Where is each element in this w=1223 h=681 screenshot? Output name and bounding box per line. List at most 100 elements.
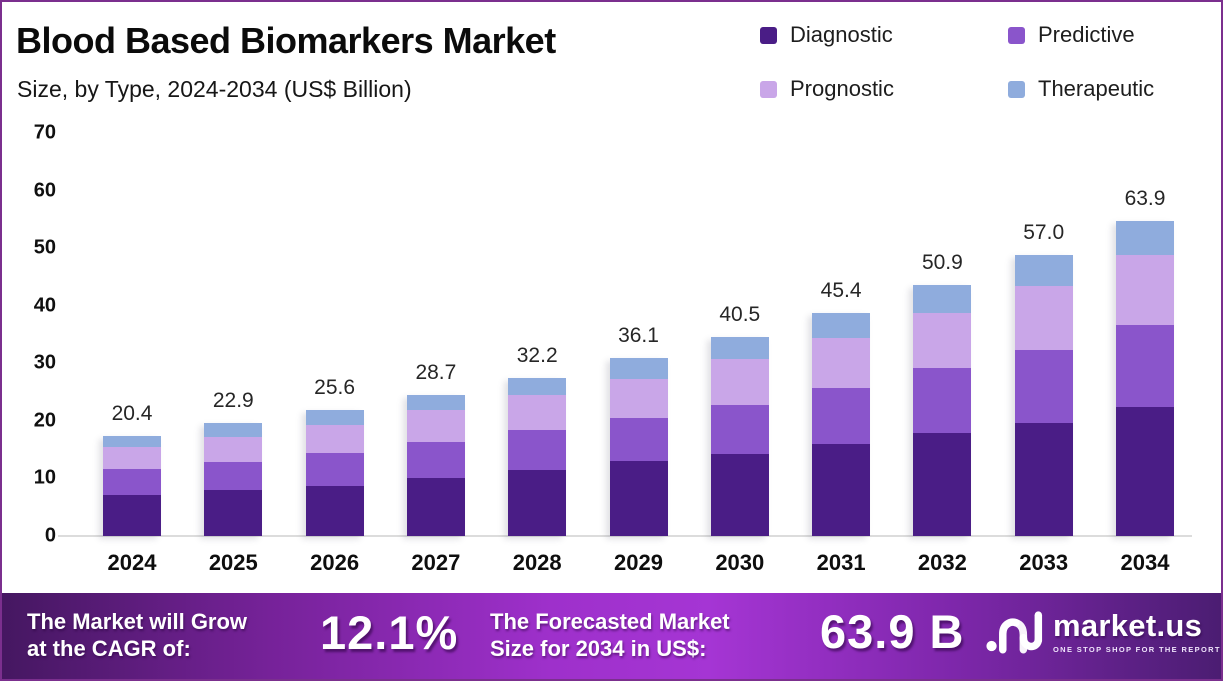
bar-total-label-2032: 50.9 bbox=[921, 251, 963, 275]
legend-item-predictive: Predictive bbox=[1008, 22, 1154, 48]
bar-2024 bbox=[103, 435, 161, 536]
bar-2033 bbox=[1014, 255, 1073, 536]
cagr-label: The Market will Grow at the CAGR of: bbox=[27, 608, 247, 663]
x-axis-label-2026: 2026 bbox=[310, 550, 360, 575]
y-axis-tick: 20 bbox=[33, 409, 56, 432]
segment-predictive-2027 bbox=[406, 441, 465, 479]
bar-2030 bbox=[710, 336, 769, 536]
segment-prognostic-2026 bbox=[305, 424, 364, 453]
segment-predictive-2030 bbox=[710, 404, 769, 454]
legend-item-therapeutic: Therapeutic bbox=[1008, 76, 1154, 102]
segment-predictive-2033 bbox=[1014, 350, 1073, 423]
legend-item-diagnostic: Diagnostic bbox=[760, 22, 1008, 48]
segment-predictive-2024 bbox=[103, 469, 161, 496]
brand-text: market.us ONE STOP SHOP FOR THE REPORTS bbox=[1053, 608, 1223, 654]
forecast-value: 63.9 B bbox=[820, 605, 965, 658]
segment-diagnostic-2029 bbox=[609, 460, 668, 536]
bar-2028 bbox=[508, 377, 567, 536]
segment-diagnostic-2025 bbox=[204, 489, 263, 536]
segment-prognostic-2024 bbox=[103, 447, 161, 470]
bar-total-label-2028: 32.2 bbox=[516, 343, 558, 367]
forecast-label: The Forecasted Market Size for 2034 in U… bbox=[490, 608, 730, 663]
bar-total-label-2029: 36.1 bbox=[618, 324, 659, 348]
y-axis-tick: 30 bbox=[33, 351, 56, 374]
bar-total-label-2026: 25.6 bbox=[314, 375, 356, 399]
legend-swatch-diagnostic bbox=[760, 26, 777, 44]
brand-tagline: ONE STOP SHOP FOR THE REPORTS bbox=[1053, 645, 1223, 654]
x-axis-label-2024: 2024 bbox=[107, 550, 157, 575]
segment-therapeutic-2034 bbox=[1116, 221, 1174, 256]
bar-2027 bbox=[406, 394, 465, 536]
y-axis-tick: 60 bbox=[33, 179, 56, 202]
segment-predictive-2025 bbox=[204, 461, 263, 490]
segment-diagnostic-2031 bbox=[812, 443, 871, 536]
segment-prognostic-2029 bbox=[609, 378, 668, 419]
page-subtitle: Size, by Type, 2024-2034 (US$ Billion) bbox=[17, 76, 412, 102]
segment-prognostic-2031 bbox=[812, 337, 871, 388]
legend-label-therapeutic: Therapeutic bbox=[1038, 76, 1155, 101]
segment-predictive-2031 bbox=[812, 387, 871, 444]
segment-therapeutic-2029 bbox=[609, 358, 668, 379]
segment-predictive-2032 bbox=[913, 368, 972, 434]
segment-predictive-2029 bbox=[609, 418, 668, 461]
segment-therapeutic-2030 bbox=[710, 336, 769, 359]
cagr-value: 12.1% bbox=[320, 606, 459, 659]
bar-total-label-2024: 20.4 bbox=[111, 401, 153, 425]
brand-name: market.us bbox=[1053, 608, 1203, 643]
bar-2032 bbox=[913, 285, 972, 536]
bar-total-label-2030: 40.5 bbox=[719, 302, 761, 326]
segment-therapeutic-2033 bbox=[1014, 255, 1073, 287]
x-axis-line bbox=[58, 535, 1192, 537]
footer-banner: The Market will Grow at the CAGR of: 12.… bbox=[2, 593, 1221, 679]
x-axis-label-2029: 2029 bbox=[614, 550, 663, 575]
segment-diagnostic-2034 bbox=[1116, 406, 1174, 536]
y-axis-tick: 70 bbox=[33, 121, 56, 144]
cagr-label-line1: The Market will Grow bbox=[27, 609, 248, 634]
bar-total-label-2033: 57.0 bbox=[1023, 221, 1065, 245]
forecast-label-line2: Size for 2034 in US$: bbox=[490, 636, 707, 662]
segment-prognostic-2027 bbox=[406, 410, 465, 442]
bar-2029 bbox=[609, 358, 668, 536]
bar-total-label-2031: 45.4 bbox=[820, 278, 862, 302]
y-axis-tick: 10 bbox=[33, 466, 56, 489]
page-title: Blood Based Biomarkers Market bbox=[16, 20, 556, 61]
brand-logo: market.us ONE STOP SHOP FOR THE REPORTS bbox=[985, 608, 1223, 655]
x-axis-label-2032: 2032 bbox=[917, 550, 967, 575]
x-axis-label-2031: 2031 bbox=[816, 550, 866, 575]
bar-total-label-2027: 28.7 bbox=[415, 360, 457, 384]
segment-diagnostic-2024 bbox=[103, 495, 161, 536]
bar-total-label-2034: 63.9 bbox=[1124, 187, 1166, 211]
segment-therapeutic-2025 bbox=[204, 423, 263, 437]
segment-therapeutic-2024 bbox=[103, 435, 161, 448]
x-axis-label-2028: 2028 bbox=[512, 550, 562, 575]
segment-prognostic-2032 bbox=[913, 313, 972, 369]
market-us-logo-icon bbox=[986, 611, 1043, 654]
segment-predictive-2028 bbox=[508, 430, 567, 471]
segment-diagnostic-2026 bbox=[305, 485, 364, 536]
segment-prognostic-2034 bbox=[1116, 255, 1174, 326]
x-axis-label-2027: 2027 bbox=[411, 550, 461, 575]
segment-therapeutic-2032 bbox=[913, 285, 972, 313]
y-axis-tick: 0 bbox=[44, 524, 56, 547]
x-axis-label-2034: 2034 bbox=[1120, 550, 1170, 575]
x-axis-label-2033: 2033 bbox=[1019, 550, 1069, 575]
segment-therapeutic-2031 bbox=[812, 312, 871, 338]
x-axis-label-2030: 2030 bbox=[715, 550, 765, 575]
segment-prognostic-2025 bbox=[204, 436, 263, 462]
bar-2026 bbox=[305, 409, 364, 536]
segment-therapeutic-2027 bbox=[406, 394, 465, 411]
segment-prognostic-2033 bbox=[1014, 286, 1073, 351]
cagr-label-line2: at the CAGR of: bbox=[27, 636, 191, 662]
legend-item-prognostic: Prognostic bbox=[760, 76, 1008, 102]
y-axis-tick: 50 bbox=[33, 236, 56, 259]
legend-label-prognostic: Prognostic bbox=[790, 76, 894, 101]
bar-2034 bbox=[1116, 221, 1174, 536]
segment-therapeutic-2028 bbox=[508, 377, 567, 395]
segment-diagnostic-2032 bbox=[913, 433, 972, 536]
segment-diagnostic-2028 bbox=[508, 470, 567, 536]
y-axis-tick: 40 bbox=[33, 294, 56, 317]
segment-prognostic-2028 bbox=[508, 394, 567, 431]
segment-diagnostic-2030 bbox=[710, 453, 769, 536]
